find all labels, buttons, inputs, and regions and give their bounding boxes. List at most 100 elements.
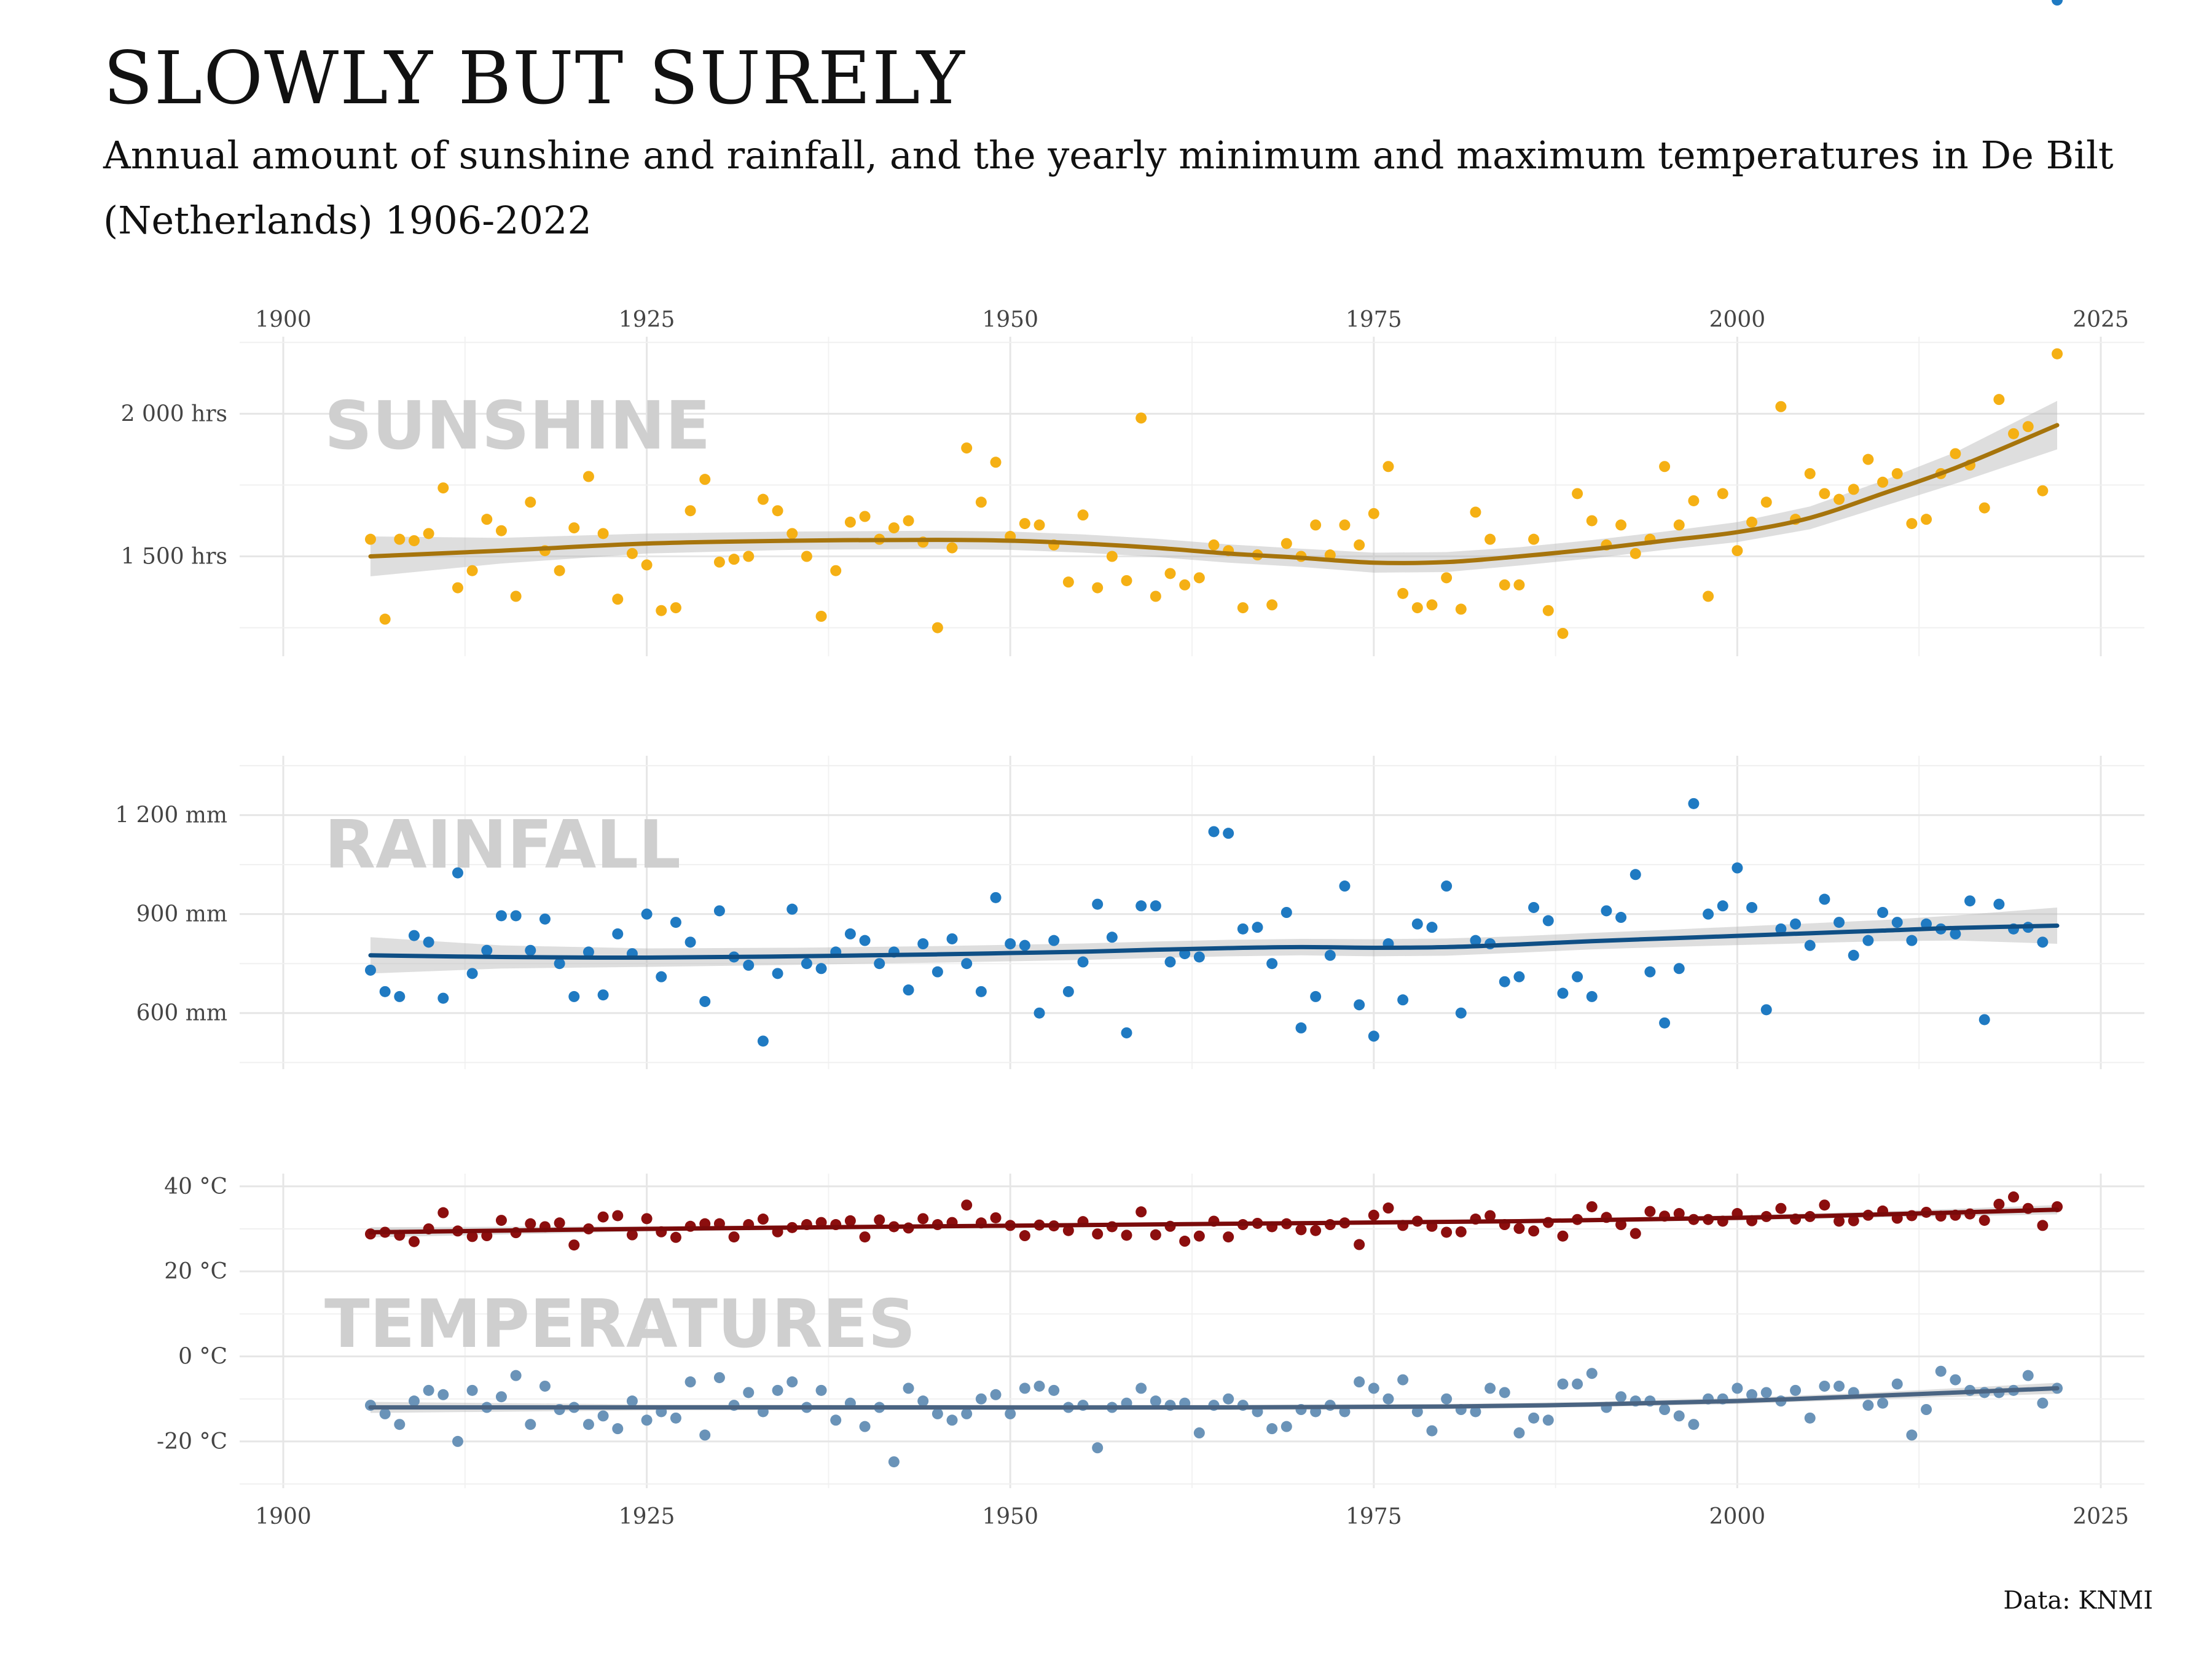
data-point [1819, 893, 1830, 905]
data-point [1092, 898, 1104, 910]
data-point [990, 1212, 1002, 1223]
data-point [1819, 488, 1830, 500]
data-point [1368, 508, 1379, 519]
data-point [539, 1380, 551, 1392]
data-point [815, 963, 827, 975]
data-point [1572, 971, 1583, 982]
data-point [1615, 1391, 1627, 1403]
data-point [830, 1414, 842, 1426]
data-point [1339, 880, 1351, 892]
data-point [1993, 394, 2005, 406]
data-point [1979, 502, 1990, 514]
data-point [1499, 579, 1510, 590]
data-point [1979, 1014, 1990, 1026]
data-point [568, 990, 580, 1002]
data-point [1732, 1382, 1743, 1394]
data-point [1659, 1017, 1671, 1029]
data-point [1586, 1201, 1598, 1212]
data-point [1077, 509, 1089, 521]
data-point [1223, 1393, 1234, 1405]
data-point [917, 1395, 929, 1407]
y-tick-label: 0 °C [178, 1344, 227, 1370]
data-point [1441, 1226, 1453, 1238]
data-point [757, 493, 769, 505]
y-tick-label: 20 °C [164, 1259, 227, 1284]
data-point [801, 958, 812, 970]
data-point [1266, 599, 1278, 611]
data-point [1499, 1387, 1510, 1398]
data-point [1557, 1230, 1569, 1242]
data-point [1601, 905, 1612, 917]
data-point [1354, 1376, 1365, 1388]
data-point [684, 936, 696, 948]
data-point [1150, 1229, 1161, 1241]
data-point [743, 959, 755, 971]
data-point [437, 992, 449, 1004]
data-point [903, 984, 914, 996]
data-point [1005, 1408, 1016, 1419]
data-point [728, 554, 740, 565]
data-point [626, 1395, 638, 1407]
x-tick-label-bottom: 2025 [2073, 1504, 2129, 1529]
data-point [844, 928, 856, 939]
data-point [1426, 1425, 1438, 1437]
data-point [975, 496, 987, 508]
data-point [1411, 602, 1423, 614]
data-point [874, 958, 885, 970]
data-point [1179, 1236, 1191, 1247]
data-point [452, 1435, 463, 1447]
data-point [713, 905, 725, 917]
data-point [568, 1239, 580, 1251]
data-point [1950, 928, 1961, 939]
data-point [597, 528, 609, 539]
data-point [1528, 533, 1540, 545]
data-point [1092, 1228, 1104, 1240]
data-point [1862, 935, 1874, 946]
data-point [670, 1412, 681, 1424]
data-point [481, 514, 493, 525]
data-point [1281, 907, 1292, 918]
data-point [1382, 1202, 1394, 1214]
data-point [830, 565, 842, 576]
data-point [1848, 1215, 1859, 1226]
data-point [1441, 880, 1453, 892]
data-point [990, 892, 1002, 903]
data-point [1528, 901, 1540, 913]
data-point [510, 590, 522, 602]
data-point [641, 908, 653, 920]
data-point [961, 1408, 973, 1419]
data-point [1862, 453, 1874, 465]
y-tick-label: 600 mm [136, 1001, 227, 1026]
data-point [801, 551, 812, 562]
data-point [1906, 518, 1918, 530]
data-point [525, 1218, 536, 1230]
chart-subtitle: Annual amount of sunshine and rainfall, … [103, 133, 2114, 243]
data-point [1848, 949, 1859, 961]
data-point [1703, 590, 1714, 602]
data-point [1557, 987, 1569, 999]
data-point [946, 933, 958, 944]
data-point [2037, 1397, 2049, 1409]
data-point [1368, 1030, 1379, 1042]
data-point [1150, 590, 1161, 602]
data-point [757, 1035, 769, 1047]
data-point [699, 474, 711, 485]
data-point [554, 1217, 565, 1229]
data-point [612, 1423, 624, 1435]
data-point [1703, 908, 1714, 920]
data-point [975, 1393, 987, 1405]
data-point [1848, 484, 1859, 495]
data-point [1499, 976, 1510, 987]
panel-label: SUNSHINE [324, 388, 710, 465]
data-point [1266, 1423, 1278, 1435]
data-point [1775, 1202, 1787, 1214]
data-point [495, 1391, 507, 1403]
data-point [961, 442, 973, 454]
data-point [1542, 915, 1554, 927]
data-point [699, 1429, 711, 1441]
data-point [1455, 603, 1467, 615]
data-point [1368, 1382, 1379, 1394]
data-point [466, 565, 478, 576]
data-point [495, 525, 507, 536]
data-point [1470, 935, 1481, 946]
